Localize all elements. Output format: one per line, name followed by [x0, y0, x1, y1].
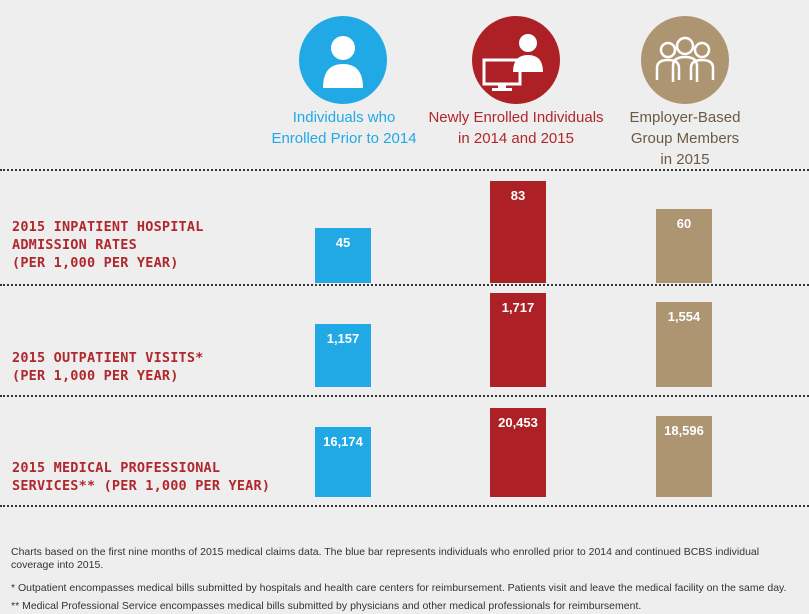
bar-1-1	[315, 228, 371, 283]
column-label-newly-enrolled: Newly Enrolled Individuals in 2014 and 2…	[416, 107, 616, 149]
divider-bottom	[0, 505, 809, 507]
group-icon	[641, 16, 729, 104]
column-label-line: Individuals who	[292, 109, 396, 126]
column-label-line: in 2015	[660, 151, 710, 168]
footnote-medical-professional: ** Medical Professional Service encompas…	[11, 600, 642, 612]
row-label-outpatient: 2015 OUTPATIENT VISITS* (PER 1,000 PER Y…	[12, 350, 204, 384]
bar-1-2	[490, 181, 546, 283]
bar-3-1	[315, 427, 371, 497]
bar-value-label: 1,554	[667, 309, 701, 324]
column-label-line: Newly Enrolled Individuals	[428, 109, 604, 126]
column-label-employer-based: Employer-Based Group Members in 2015	[605, 107, 765, 170]
column-label-prior-2014: Individuals who Enrolled Prior to 2014	[256, 107, 432, 149]
bar-2-1	[315, 324, 371, 387]
bar-3-3	[656, 416, 712, 497]
bar-value-label: 45	[335, 235, 351, 250]
bar-2-2	[490, 293, 546, 387]
bar-value-label: 1,717	[501, 300, 535, 315]
divider-row-2	[0, 395, 809, 397]
divider-row-1	[0, 284, 809, 286]
column-label-line: Group Members	[630, 130, 740, 147]
bar-1-3	[656, 209, 712, 283]
bar-value-label: 83	[510, 188, 526, 203]
column-label-line: in 2014 and 2015	[458, 130, 574, 147]
bar-value-label: 1,157	[326, 331, 360, 346]
footnote-main: Charts based on the first nine months of…	[11, 546, 760, 571]
person-with-monitor-icon	[472, 16, 560, 104]
bar-value-label: 16,174	[323, 434, 363, 449]
bar-2-3	[656, 302, 712, 387]
row-label-medical-professional: 2015 MEDICAL PROFESSIONAL SERVICES** (PE…	[12, 460, 271, 494]
column-label-line: Employer-Based	[629, 109, 741, 126]
bar-value-label: 60	[676, 216, 692, 231]
bar-3-2	[490, 408, 546, 497]
footnote-outpatient: * Outpatient encompasses medical bills s…	[11, 582, 787, 594]
row-label-inpatient: 2015 INPATIENT HOSPITAL ADMISSION RATES …	[12, 219, 204, 271]
bar-value-label: 20,453	[498, 415, 538, 430]
column-label-line: Enrolled Prior to 2014	[271, 130, 417, 147]
divider-top	[0, 169, 809, 171]
bar-value-label: 18,596	[664, 423, 704, 438]
person-icon	[299, 16, 387, 104]
